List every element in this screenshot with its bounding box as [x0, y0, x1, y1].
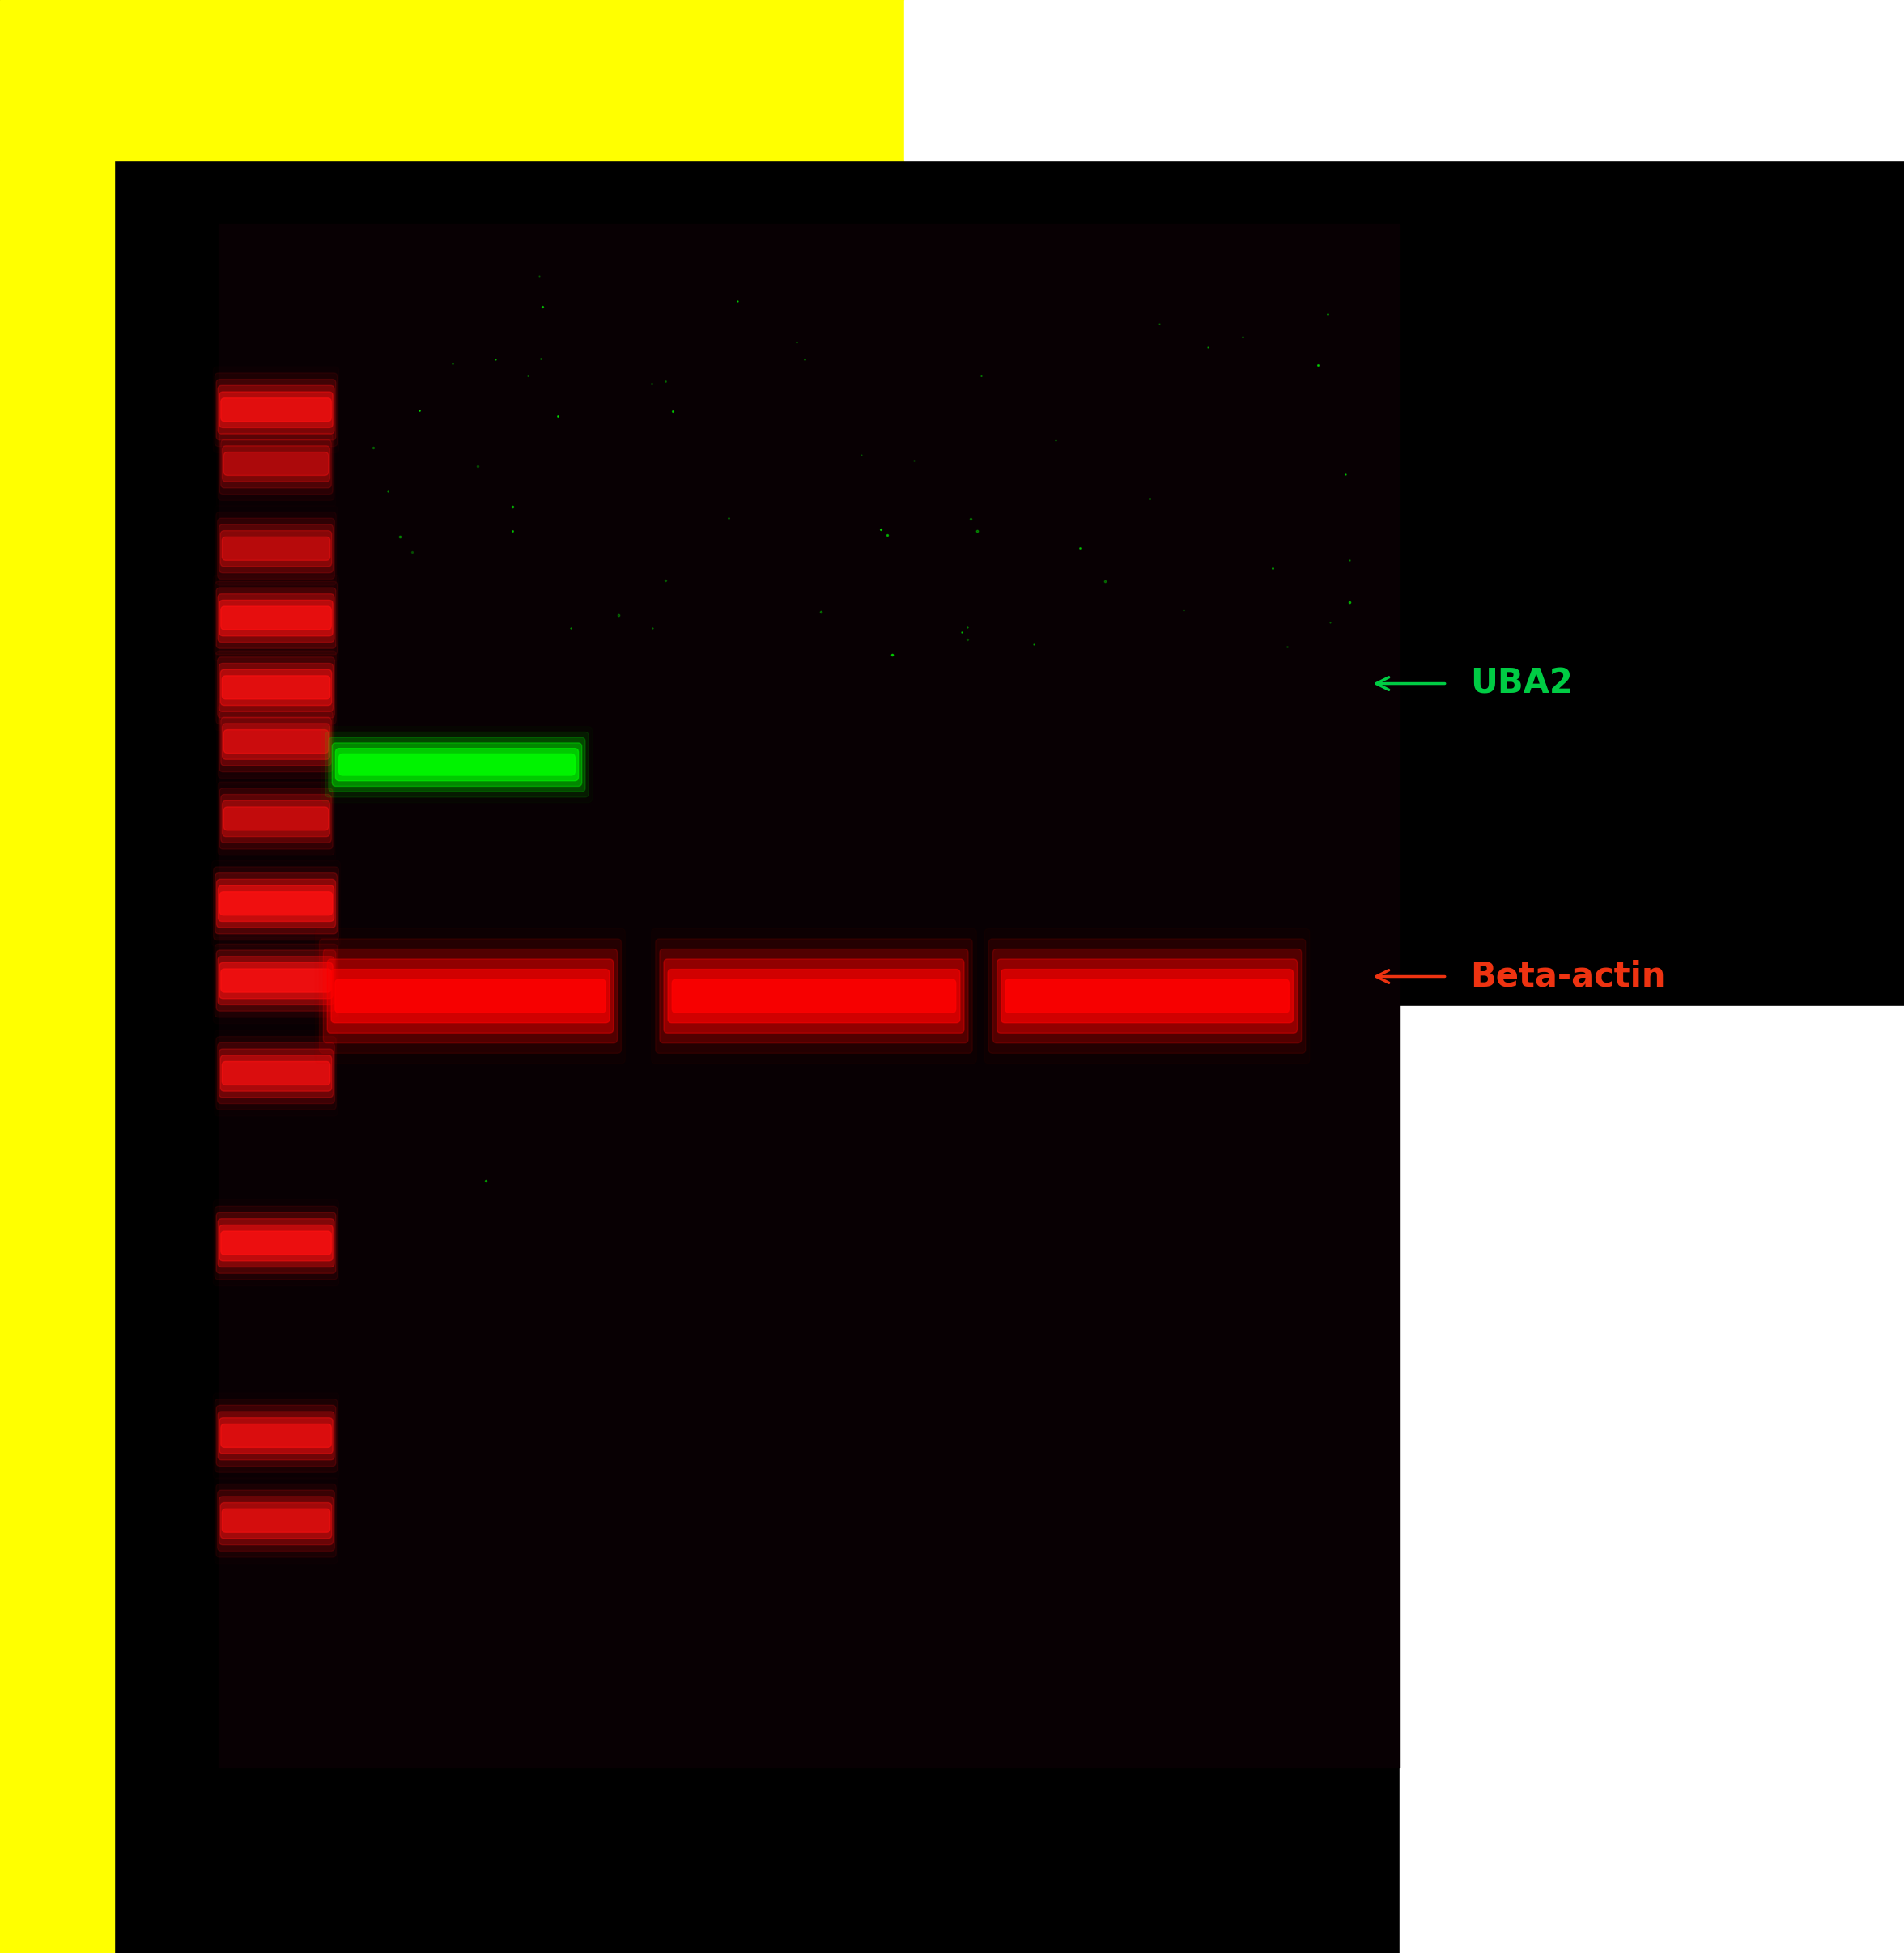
FancyBboxPatch shape: [217, 1219, 335, 1267]
FancyBboxPatch shape: [225, 451, 329, 475]
FancyBboxPatch shape: [221, 1055, 331, 1092]
FancyBboxPatch shape: [215, 1398, 337, 1473]
Text: Beta-actin: Beta-actin: [1470, 959, 1666, 994]
FancyBboxPatch shape: [217, 705, 335, 777]
FancyBboxPatch shape: [329, 738, 585, 791]
FancyBboxPatch shape: [215, 1037, 337, 1109]
FancyBboxPatch shape: [217, 594, 335, 643]
FancyBboxPatch shape: [219, 523, 333, 572]
FancyBboxPatch shape: [223, 723, 329, 760]
Text: UBA2: UBA2: [1470, 666, 1573, 701]
FancyBboxPatch shape: [219, 664, 333, 711]
FancyBboxPatch shape: [215, 943, 337, 1018]
FancyBboxPatch shape: [217, 656, 335, 719]
FancyBboxPatch shape: [225, 730, 329, 754]
FancyBboxPatch shape: [324, 949, 617, 1043]
FancyBboxPatch shape: [988, 939, 1306, 1053]
FancyBboxPatch shape: [672, 980, 956, 1012]
FancyBboxPatch shape: [219, 1049, 333, 1098]
Bar: [0, 0, 904, 160]
FancyBboxPatch shape: [217, 588, 335, 648]
FancyBboxPatch shape: [992, 949, 1302, 1043]
FancyBboxPatch shape: [215, 873, 337, 934]
FancyBboxPatch shape: [223, 801, 329, 836]
FancyBboxPatch shape: [223, 676, 329, 699]
FancyBboxPatch shape: [217, 379, 335, 439]
FancyBboxPatch shape: [1005, 980, 1289, 1012]
FancyBboxPatch shape: [221, 1502, 331, 1539]
Bar: [0, 160, 114, 1953]
FancyBboxPatch shape: [221, 439, 331, 488]
FancyBboxPatch shape: [217, 1213, 335, 1273]
FancyBboxPatch shape: [335, 748, 579, 781]
FancyBboxPatch shape: [326, 732, 588, 797]
FancyBboxPatch shape: [664, 959, 963, 1033]
FancyBboxPatch shape: [219, 393, 333, 428]
FancyBboxPatch shape: [223, 537, 329, 561]
FancyBboxPatch shape: [339, 754, 575, 775]
FancyBboxPatch shape: [219, 1418, 333, 1453]
FancyBboxPatch shape: [217, 385, 335, 434]
FancyBboxPatch shape: [221, 398, 331, 422]
FancyBboxPatch shape: [219, 789, 333, 850]
FancyBboxPatch shape: [215, 1484, 337, 1557]
FancyBboxPatch shape: [219, 963, 333, 998]
FancyBboxPatch shape: [217, 1406, 335, 1467]
FancyBboxPatch shape: [215, 1207, 337, 1279]
FancyBboxPatch shape: [1002, 969, 1293, 1023]
FancyBboxPatch shape: [219, 1496, 333, 1545]
FancyBboxPatch shape: [221, 605, 331, 629]
Bar: [1399, 1006, 1904, 1953]
FancyBboxPatch shape: [219, 600, 333, 637]
FancyBboxPatch shape: [217, 518, 335, 580]
FancyBboxPatch shape: [219, 893, 333, 916]
FancyBboxPatch shape: [217, 1490, 335, 1551]
FancyBboxPatch shape: [217, 951, 335, 1012]
FancyBboxPatch shape: [668, 969, 960, 1023]
FancyBboxPatch shape: [215, 582, 337, 654]
FancyBboxPatch shape: [219, 434, 333, 494]
FancyBboxPatch shape: [217, 1412, 335, 1461]
FancyBboxPatch shape: [335, 980, 605, 1012]
FancyBboxPatch shape: [998, 959, 1297, 1033]
FancyBboxPatch shape: [223, 1510, 329, 1533]
Bar: [904, 0, 1904, 160]
FancyBboxPatch shape: [320, 939, 621, 1053]
FancyBboxPatch shape: [215, 650, 337, 725]
FancyBboxPatch shape: [215, 373, 337, 447]
FancyBboxPatch shape: [221, 1424, 331, 1447]
FancyBboxPatch shape: [221, 795, 331, 844]
FancyBboxPatch shape: [327, 959, 613, 1033]
FancyBboxPatch shape: [221, 969, 331, 992]
FancyBboxPatch shape: [213, 867, 339, 939]
FancyBboxPatch shape: [223, 445, 329, 482]
FancyBboxPatch shape: [221, 717, 331, 766]
FancyBboxPatch shape: [225, 807, 329, 830]
FancyBboxPatch shape: [219, 1225, 333, 1262]
FancyBboxPatch shape: [217, 781, 335, 855]
Bar: [219, 225, 1399, 1767]
FancyBboxPatch shape: [331, 969, 609, 1023]
FancyBboxPatch shape: [219, 885, 333, 922]
FancyBboxPatch shape: [221, 531, 331, 566]
FancyBboxPatch shape: [217, 879, 335, 928]
FancyBboxPatch shape: [223, 1062, 329, 1086]
FancyBboxPatch shape: [221, 670, 331, 705]
FancyBboxPatch shape: [217, 957, 335, 1004]
FancyBboxPatch shape: [659, 949, 969, 1043]
FancyBboxPatch shape: [219, 711, 333, 771]
FancyBboxPatch shape: [221, 1230, 331, 1254]
FancyBboxPatch shape: [217, 1043, 335, 1103]
FancyBboxPatch shape: [331, 742, 583, 787]
FancyBboxPatch shape: [655, 939, 973, 1053]
